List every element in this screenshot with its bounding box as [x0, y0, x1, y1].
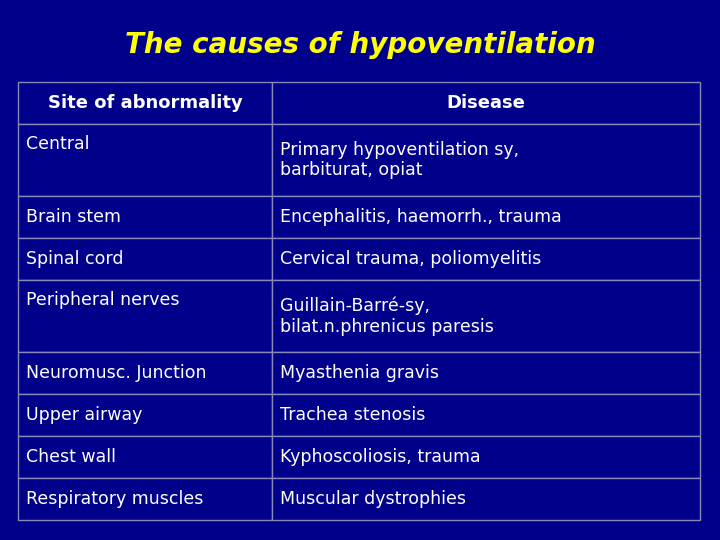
Text: Central: Central	[26, 135, 89, 153]
Text: Respiratory muscles: Respiratory muscles	[26, 490, 203, 508]
Bar	[272, 280, 700, 352]
Bar	[18, 196, 272, 238]
Text: Chest wall: Chest wall	[26, 448, 116, 466]
Text: Guillain-Barré-sy,
bilat.n.phrenicus paresis: Guillain-Barré-sy, bilat.n.phrenicus par…	[280, 296, 494, 336]
Text: Upper airway: Upper airway	[26, 406, 143, 424]
Text: Site of abnormality: Site of abnormality	[48, 94, 243, 112]
Text: Kyphoscoliosis, trauma: Kyphoscoliosis, trauma	[280, 448, 481, 466]
Bar	[18, 394, 272, 436]
Bar	[272, 196, 700, 238]
Bar	[18, 352, 272, 394]
Text: Trachea stenosis: Trachea stenosis	[280, 406, 426, 424]
Bar	[272, 394, 700, 436]
Text: Cervical trauma, poliomyelitis: Cervical trauma, poliomyelitis	[280, 250, 541, 268]
Text: Primary hypoventilation sy,
barbiturat, opiat: Primary hypoventilation sy, barbiturat, …	[280, 140, 519, 179]
Bar	[18, 436, 272, 478]
Bar	[18, 478, 272, 520]
Text: Brain stem: Brain stem	[26, 208, 121, 226]
Bar	[18, 82, 272, 124]
Bar	[272, 352, 700, 394]
Bar	[18, 280, 272, 352]
Bar	[272, 436, 700, 478]
Text: Muscular dystrophies: Muscular dystrophies	[280, 490, 466, 508]
Text: Encephalitis, haemorrh., trauma: Encephalitis, haemorrh., trauma	[280, 208, 562, 226]
Bar	[272, 124, 700, 196]
Text: Neuromusc. Junction: Neuromusc. Junction	[26, 364, 207, 382]
Bar	[18, 238, 272, 280]
Bar	[272, 82, 700, 124]
Bar	[18, 124, 272, 196]
Bar	[272, 478, 700, 520]
Text: Spinal cord: Spinal cord	[26, 250, 124, 268]
Bar	[272, 238, 700, 280]
Text: Myasthenia gravis: Myasthenia gravis	[280, 364, 439, 382]
Text: Peripheral nerves: Peripheral nerves	[26, 291, 179, 309]
Text: The causes of hypoventilation: The causes of hypoventilation	[125, 31, 595, 59]
Text: Disease: Disease	[446, 94, 526, 112]
